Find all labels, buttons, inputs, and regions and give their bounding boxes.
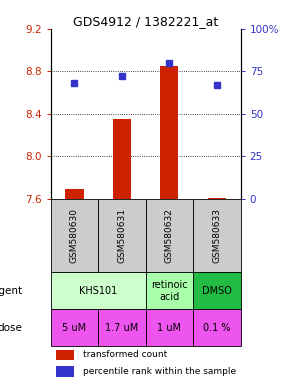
Title: GDS4912 / 1382221_at: GDS4912 / 1382221_at [73, 15, 218, 28]
Bar [51, 310, 98, 346]
Bar [208, 198, 226, 199]
Bar [98, 199, 146, 273]
Text: KHS101: KHS101 [79, 286, 117, 296]
Bar [51, 273, 146, 310]
Bar [98, 310, 146, 346]
Text: 1.7 uM: 1.7 uM [105, 323, 139, 333]
Bar [146, 199, 193, 273]
Bar [66, 189, 84, 199]
Bar [193, 273, 241, 310]
Text: dose: dose [0, 323, 22, 333]
Bar [160, 66, 178, 199]
Text: agent: agent [0, 286, 22, 296]
Text: GSM580630: GSM580630 [70, 208, 79, 263]
Bar [193, 310, 241, 346]
Text: retinoic
acid: retinoic acid [151, 280, 188, 302]
Bar [51, 199, 98, 273]
Bar [146, 273, 193, 310]
Bar [193, 199, 241, 273]
Bar [57, 349, 74, 361]
Bar [146, 310, 193, 346]
Text: percentile rank within the sample: percentile rank within the sample [83, 367, 236, 376]
Bar [113, 119, 131, 199]
Text: 1 uM: 1 uM [157, 323, 182, 333]
Text: 5 uM: 5 uM [62, 323, 86, 333]
Text: GSM580631: GSM580631 [117, 208, 126, 263]
Text: GSM580632: GSM580632 [165, 208, 174, 263]
Text: transformed count: transformed count [83, 351, 167, 359]
Text: 0.1 %: 0.1 % [203, 323, 231, 333]
Bar [57, 366, 74, 377]
Text: GSM580633: GSM580633 [213, 208, 222, 263]
Text: DMSO: DMSO [202, 286, 232, 296]
